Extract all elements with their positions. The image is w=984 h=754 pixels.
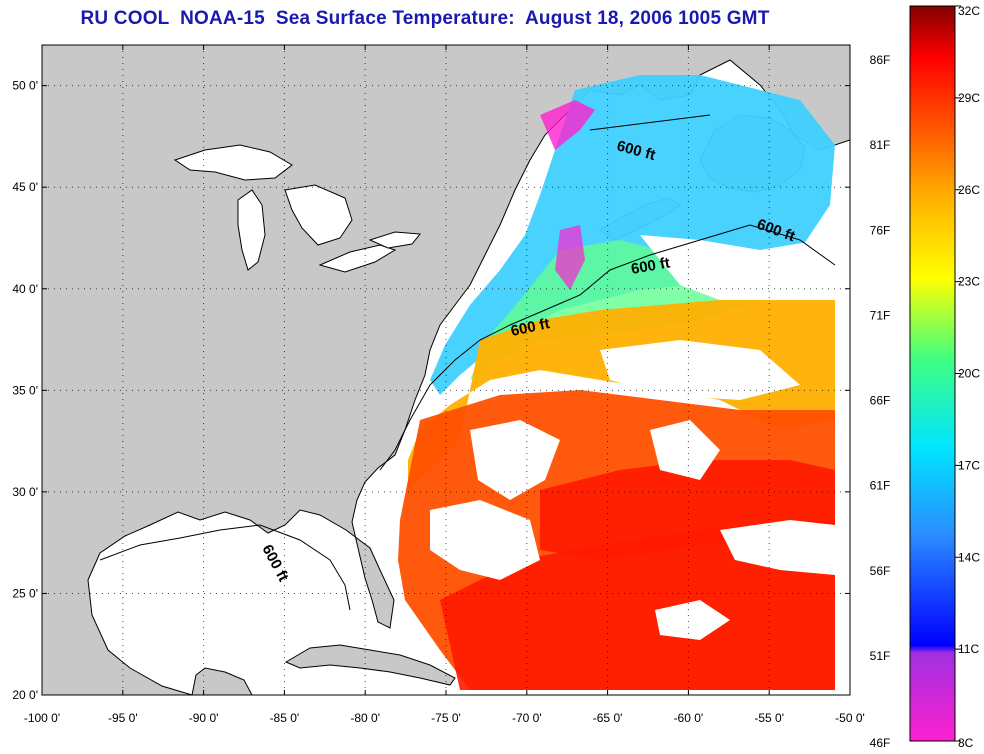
fahrenheit-label: 86F — [870, 53, 891, 67]
lat-tick-label: 30 0' — [12, 485, 38, 499]
fahrenheit-label: 61F — [870, 479, 891, 493]
lake-erie — [318, 244, 397, 273]
lake-superior — [173, 144, 293, 181]
lon-tick-label: -95 0' — [108, 711, 138, 725]
land-yucatan — [191, 667, 253, 695]
lat-tick-label: 45 0' — [12, 180, 38, 194]
map-title: RU COOL NOAA-15 Sea Surface Temperature:… — [80, 8, 770, 29]
lat-tick-label: 50 0' — [12, 79, 38, 93]
fahrenheit-label: 46F — [870, 736, 891, 750]
lon-tick-label: -50 0' — [835, 711, 865, 725]
fahrenheit-label: 71F — [870, 308, 891, 322]
lon-tick-label: -60 0' — [674, 711, 704, 725]
celsius-label: 20C — [958, 367, 980, 381]
colorbar — [909, 5, 956, 742]
celsius-label: 17C — [958, 458, 980, 472]
lon-tick-label: -55 0' — [754, 711, 784, 725]
fahrenheit-label: 51F — [870, 649, 891, 663]
lat-tick-label: 20 0' — [12, 688, 38, 702]
lon-tick-label: -75 0' — [431, 711, 461, 725]
longitude-labels: -100 0' -95 0' -90 0' -85 0' -80 0' -75 0' -70… — [24, 711, 865, 725]
fahrenheit-label: 81F — [870, 138, 891, 152]
celsius-label: 8C — [958, 736, 974, 750]
fahrenheit-label: 56F — [870, 564, 891, 578]
celsius-label: 14C — [958, 550, 980, 564]
celsius-label: 32C — [958, 4, 980, 18]
celsius-label: 23C — [958, 275, 980, 289]
land-cuba — [284, 644, 456, 686]
lat-tick-label: 40 0' — [12, 282, 38, 296]
celsius-label: 29C — [958, 91, 980, 105]
lon-tick-label: -65 0' — [593, 711, 623, 725]
celsius-label: 26C — [958, 183, 980, 197]
lat-tick-label: 35 0' — [12, 383, 38, 397]
latitude-labels: 20 0' 25 0' 30 0' 35 0' 40 0' 45 0' 50 0' — [12, 79, 38, 702]
map-ticks — [41, 45, 851, 696]
sst-field — [398, 75, 835, 690]
fahrenheit-label: 66F — [870, 394, 891, 408]
celsius-label: 11C — [958, 642, 979, 656]
lon-tick-label: -90 0' — [189, 711, 219, 725]
colorbar-labels: 32C 29C 26C 23C 20C 17C 14C 11C 8C 86F 81F 76F 71F 66… — [870, 4, 981, 750]
lon-tick-label: -80 0' — [350, 711, 380, 725]
fahrenheit-label: 76F — [870, 223, 891, 237]
isobath-contours — [99, 114, 836, 611]
lon-tick-label: -100 0' — [24, 711, 60, 725]
lat-tick-label: 25 0' — [12, 586, 38, 600]
lake-ontario — [368, 231, 421, 249]
contour-label: 600 ft — [630, 254, 672, 278]
lake-michigan — [237, 189, 266, 271]
lake-huron — [284, 184, 353, 246]
lon-tick-label: -70 0' — [512, 711, 542, 725]
lon-tick-label: -85 0' — [270, 711, 300, 725]
